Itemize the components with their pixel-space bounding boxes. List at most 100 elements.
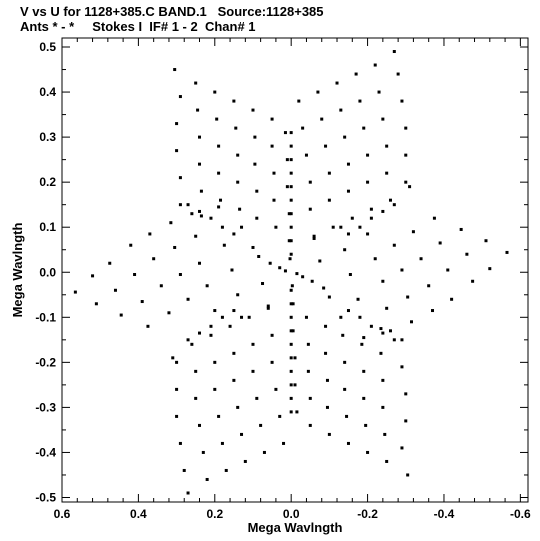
data-point: [335, 81, 339, 85]
data-point: [318, 259, 322, 263]
data-point: [171, 356, 175, 360]
x-tick-label: 0.0: [283, 507, 300, 521]
plot-frame: [61, 37, 529, 503]
data-point: [346, 162, 350, 166]
data-point: [220, 315, 224, 319]
data-point: [295, 410, 299, 414]
data-point: [251, 108, 255, 112]
data-point: [427, 284, 431, 288]
data-point: [385, 144, 389, 148]
data-point: [108, 261, 112, 265]
data-point: [194, 234, 198, 238]
data-point: [113, 288, 117, 292]
data-point: [224, 468, 228, 472]
data-point: [232, 378, 236, 382]
data-point: [406, 295, 410, 299]
data-point: [379, 327, 383, 331]
data-point: [220, 441, 224, 445]
data-point: [198, 331, 202, 335]
data-point: [94, 302, 98, 306]
data-point: [278, 414, 282, 418]
chart-title-line-2: Ants * - * Stokes I IF# 1 - 2 Chan# 1: [20, 19, 256, 34]
data-point: [175, 360, 179, 364]
data-point: [471, 279, 475, 283]
data-point: [400, 99, 404, 103]
data-point: [289, 342, 293, 346]
data-point: [140, 300, 144, 304]
data-point: [289, 212, 293, 216]
data-point: [383, 432, 387, 436]
y-tick-label: 0.2: [39, 175, 56, 189]
data-point: [253, 135, 257, 139]
data-point: [259, 423, 263, 427]
data-point: [324, 324, 328, 328]
data-point: [251, 342, 255, 346]
data-point: [236, 153, 240, 157]
data-point: [240, 432, 244, 436]
data-point: [205, 284, 209, 288]
data-point: [289, 239, 293, 243]
data-point: [217, 144, 221, 148]
data-point: [209, 324, 213, 328]
data-point: [385, 306, 389, 310]
data-point: [272, 198, 276, 202]
data-point: [322, 286, 326, 290]
data-point: [285, 185, 289, 189]
y-tick-label: -0.5: [35, 490, 56, 504]
data-point: [287, 212, 291, 216]
data-point: [220, 225, 224, 229]
data-point: [228, 324, 232, 328]
data-point: [304, 315, 308, 319]
data-point: [358, 225, 362, 229]
data-point: [289, 252, 293, 256]
data-point: [190, 212, 194, 216]
y-tick-label: -0.4: [35, 445, 56, 459]
data-point: [238, 207, 242, 211]
data-point: [198, 261, 202, 265]
data-point: [209, 333, 213, 337]
data-point: [274, 387, 278, 391]
data-point: [283, 269, 287, 273]
data-point: [366, 180, 370, 184]
data-point: [253, 162, 257, 166]
data-point: [289, 396, 293, 400]
data-point: [373, 257, 377, 261]
data-point: [396, 72, 400, 76]
data-point: [270, 333, 274, 337]
data-point: [255, 396, 259, 400]
data-point: [178, 273, 182, 277]
data-point: [369, 216, 373, 220]
data-point: [199, 189, 203, 193]
data-point: [186, 297, 190, 301]
data-point: [308, 396, 312, 400]
data-point: [373, 63, 377, 67]
data-point: [306, 342, 310, 346]
data-point: [289, 158, 293, 162]
data-point: [91, 274, 95, 278]
data-point: [312, 234, 316, 238]
data-point: [431, 309, 435, 313]
data-point: [325, 405, 329, 409]
y-tick-label: -0.2: [35, 355, 56, 369]
data-point: [287, 239, 291, 243]
data-point: [310, 279, 314, 283]
data-point: [178, 95, 182, 99]
data-point: [289, 144, 293, 148]
data-point: [346, 189, 350, 193]
data-point: [385, 171, 389, 175]
data-point: [312, 236, 316, 240]
y-tick-label: 0.5: [39, 40, 56, 54]
x-tick-label: -0.4: [434, 507, 455, 521]
data-point: [343, 387, 347, 391]
data-point: [289, 329, 293, 333]
data-point: [289, 198, 293, 202]
data-point: [345, 414, 349, 418]
axis-tick-labels: 0.6 0.4 0.2 0.0 -0.2 -0.4 -0.6 0.5 0.4 0.3 0.2 0.1 0…: [35, 40, 531, 521]
data-point: [362, 369, 366, 373]
data-point: [289, 185, 293, 189]
data-point: [73, 290, 77, 294]
data-point: [175, 122, 179, 126]
data-point: [379, 351, 383, 355]
data-point: [446, 268, 450, 272]
data-point: [198, 209, 202, 213]
